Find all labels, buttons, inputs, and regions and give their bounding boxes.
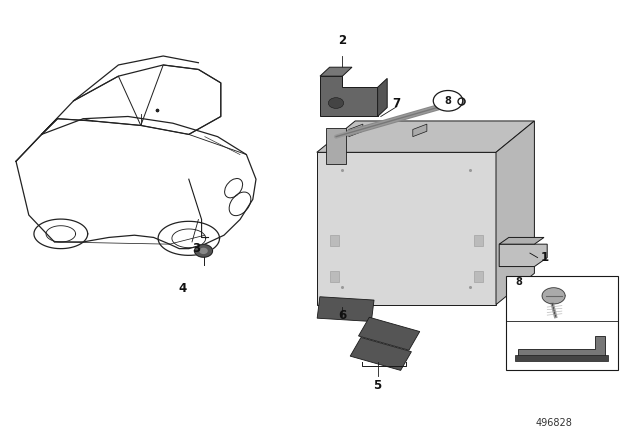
Bar bbox=[515, 355, 608, 361]
Polygon shape bbox=[326, 128, 346, 164]
Polygon shape bbox=[317, 297, 374, 322]
Bar bbox=[506, 276, 618, 370]
Polygon shape bbox=[499, 244, 547, 267]
Text: 8: 8 bbox=[445, 96, 451, 106]
Polygon shape bbox=[200, 248, 207, 254]
Polygon shape bbox=[413, 124, 427, 137]
Circle shape bbox=[433, 90, 463, 111]
Polygon shape bbox=[378, 78, 387, 116]
Polygon shape bbox=[349, 124, 363, 137]
Polygon shape bbox=[195, 245, 212, 257]
Polygon shape bbox=[518, 336, 605, 356]
Text: 7: 7 bbox=[393, 97, 401, 110]
Bar bbox=[330, 271, 339, 282]
Polygon shape bbox=[496, 121, 534, 305]
Text: 8: 8 bbox=[515, 277, 522, 287]
Polygon shape bbox=[317, 121, 534, 152]
Text: 5: 5 bbox=[374, 379, 381, 392]
Text: 1: 1 bbox=[541, 251, 549, 264]
Polygon shape bbox=[317, 152, 496, 305]
Bar bbox=[330, 235, 339, 246]
Bar bbox=[474, 235, 483, 246]
Text: 3: 3 bbox=[192, 242, 200, 255]
Text: 6: 6 bbox=[339, 309, 346, 322]
Polygon shape bbox=[542, 288, 565, 304]
Text: 2: 2 bbox=[339, 34, 346, 47]
Bar bbox=[474, 271, 483, 282]
Polygon shape bbox=[350, 337, 412, 370]
Polygon shape bbox=[320, 76, 378, 116]
Polygon shape bbox=[320, 67, 352, 76]
Polygon shape bbox=[358, 317, 420, 350]
Text: 496828: 496828 bbox=[535, 418, 572, 428]
Circle shape bbox=[328, 98, 344, 108]
Text: 4: 4 bbox=[179, 282, 186, 295]
Polygon shape bbox=[499, 237, 544, 244]
